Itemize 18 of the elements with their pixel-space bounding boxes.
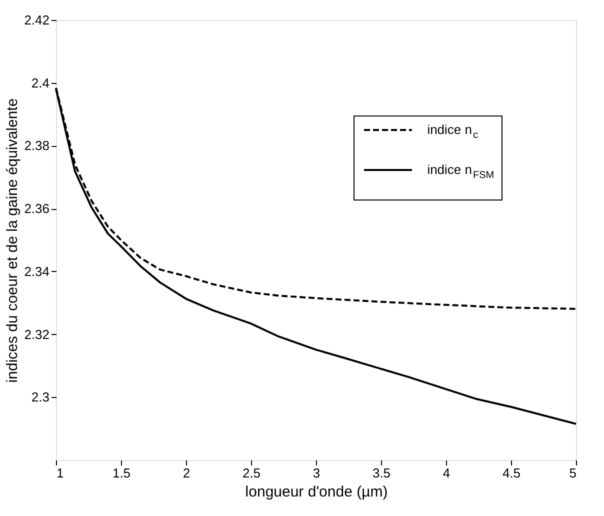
y-tick-label: 2.34 xyxy=(24,264,50,279)
y-tick-label: 2.4 xyxy=(31,75,50,90)
y-tick-label: 2.36 xyxy=(24,201,50,216)
x-axis-title: longueur d'onde (µm) xyxy=(245,484,388,500)
y-axis-title: indices du coeur et de la gaine équivalente xyxy=(4,98,22,383)
y-tick-label: 2.32 xyxy=(24,326,50,342)
x-tick-label: 4.5 xyxy=(502,466,521,480)
x-tick-label: 4 xyxy=(442,466,450,480)
x-tick-label: 2.5 xyxy=(242,466,261,480)
x-tick-label: 5 xyxy=(569,466,576,480)
x-tick-label: 3.5 xyxy=(372,466,391,480)
x-tick-label: 1.5 xyxy=(112,466,131,480)
x-tick-label: 1 xyxy=(56,466,64,480)
y-tick-label: 2.3 xyxy=(31,390,50,405)
x-tick-label: 2 xyxy=(182,466,190,480)
x-tick-label: 3 xyxy=(312,466,320,480)
y-tick-label: 2.42 xyxy=(24,12,50,28)
y-tick-label: 2.38 xyxy=(24,138,50,154)
